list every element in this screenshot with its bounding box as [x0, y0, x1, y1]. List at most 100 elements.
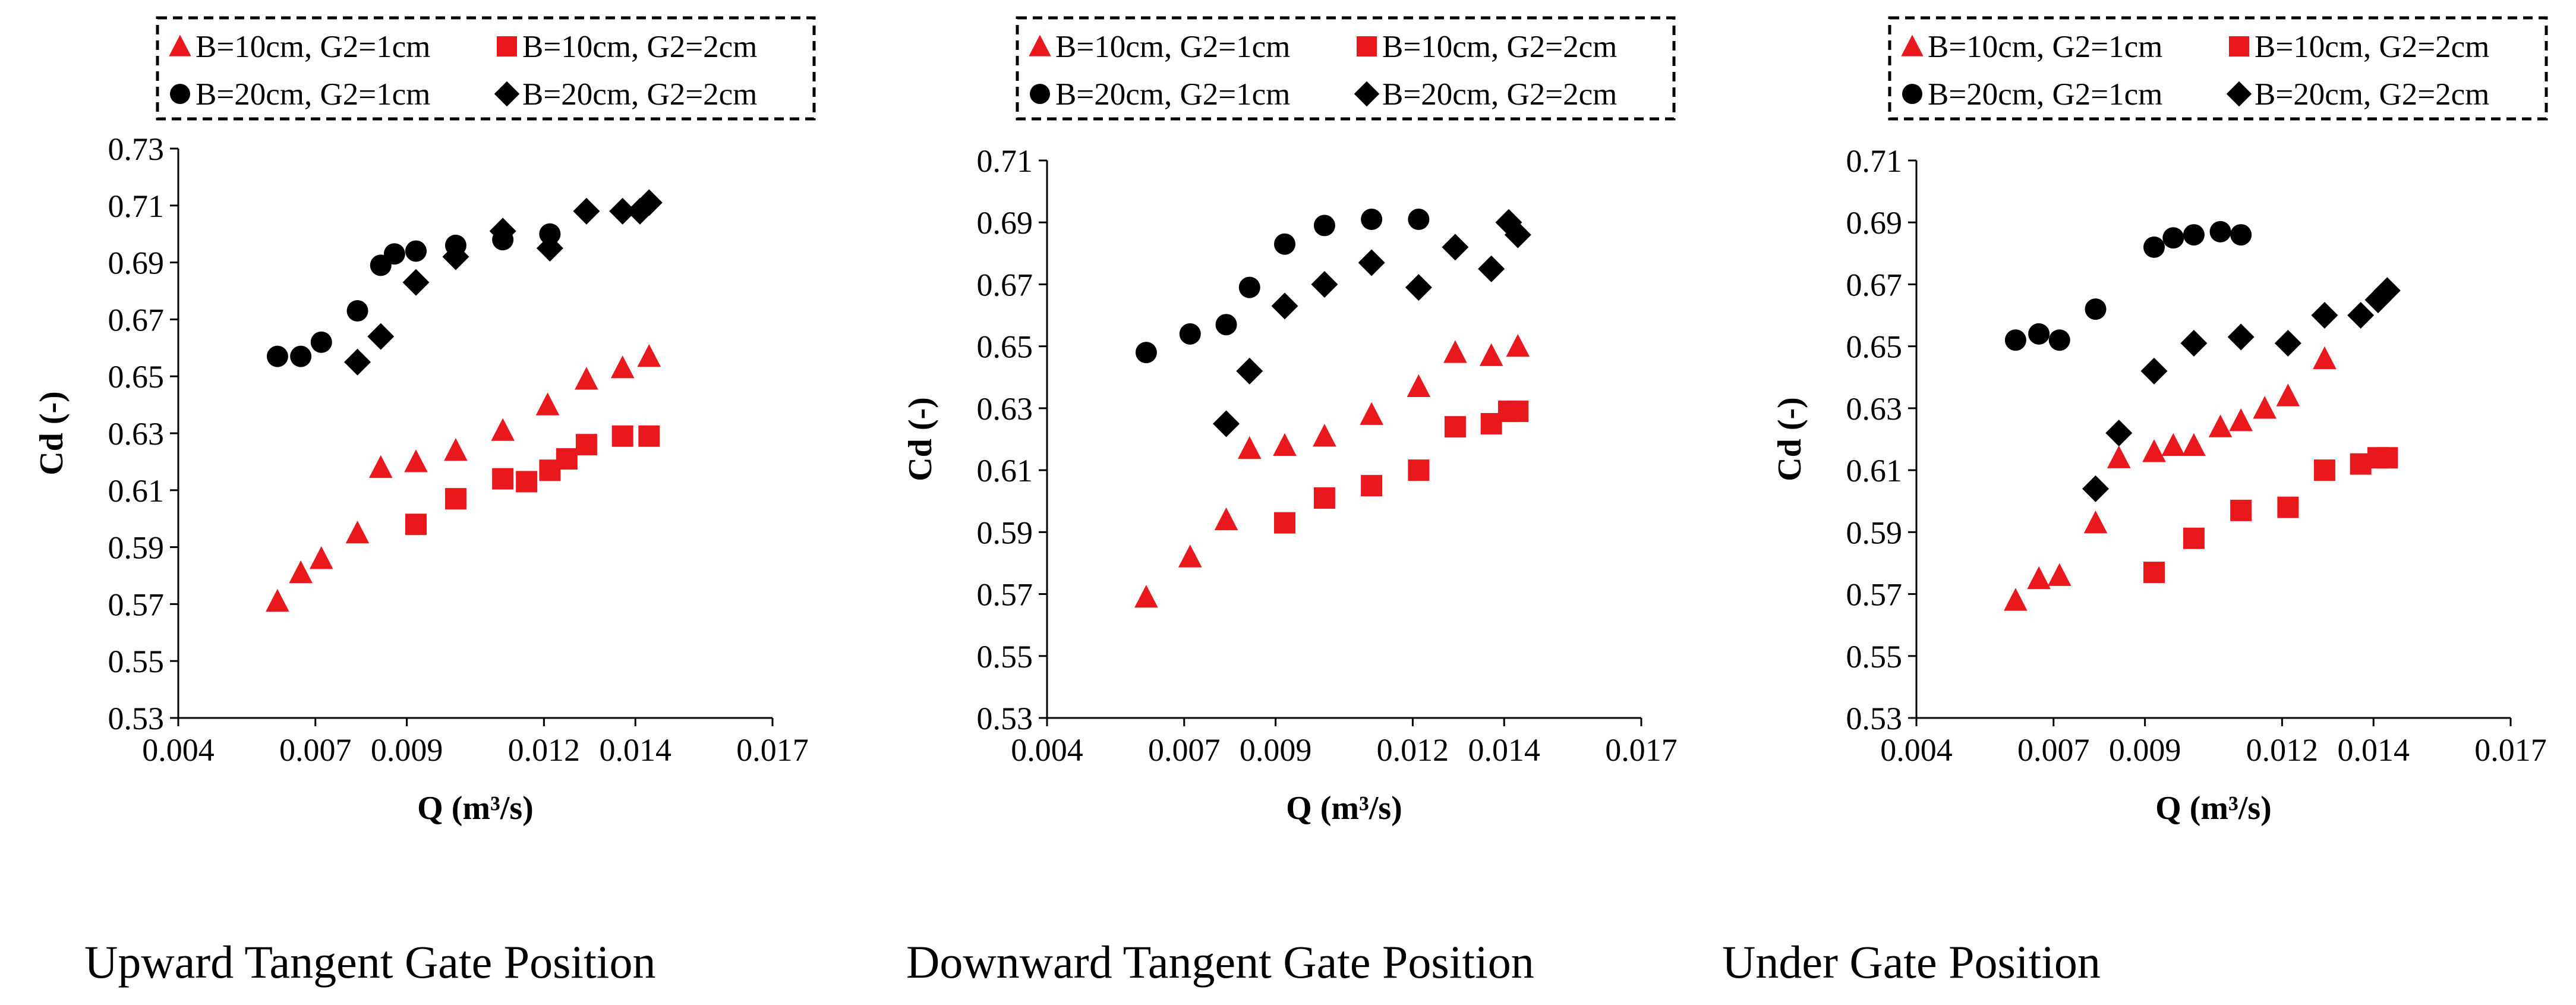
- data-point: [405, 240, 427, 262]
- data-point: [536, 235, 563, 262]
- y-tick-label: 0.57: [1846, 577, 1903, 613]
- data-point: [2107, 445, 2131, 468]
- data-point: [2048, 329, 2070, 351]
- y-tick-label: 0.69: [108, 245, 165, 281]
- series-b-10cm-g2-1cm: [1134, 333, 1530, 608]
- chart-2: B=10cm, G2=1cm B=10cm, G2=2cm B=20cm, G2=1…: [902, 16, 1678, 988]
- series-b-20cm-g2-1cm: [2004, 220, 2252, 351]
- data-point: [2143, 562, 2165, 584]
- data-point: [444, 488, 466, 510]
- data-point: [2208, 414, 2233, 437]
- y-tick-label: 0.59: [108, 530, 165, 566]
- legend-marker-b-20cm-g2-1cm: [170, 84, 190, 104]
- data-point: [1361, 209, 1383, 231]
- y-tick-label: 0.57: [977, 577, 1033, 613]
- y-tick-label: 0.67: [977, 267, 1033, 303]
- data-point: [611, 425, 633, 447]
- legend-label-b-10cm-g2-1cm: B=10cm, G2=1cm: [196, 30, 430, 64]
- data-point: [1443, 340, 1467, 363]
- x-tick-label: 0.014: [1468, 732, 1540, 768]
- data-point: [404, 449, 428, 472]
- legend-label-b-20cm-g2-2cm: B=20cm, G2=2cm: [2255, 77, 2489, 112]
- data-point: [2276, 383, 2300, 407]
- data-point: [2311, 302, 2338, 329]
- data-point: [2313, 346, 2337, 370]
- data-point: [2376, 447, 2398, 469]
- data-point: [2347, 302, 2375, 329]
- legend-marker-b-10cm-g2-2cm: [1357, 36, 1377, 56]
- legend-marker-b-20cm-g2-2cm: [1354, 81, 1380, 107]
- data-point: [442, 243, 469, 270]
- y-axis-title: Cd (-): [902, 397, 939, 481]
- legend-label-b-20cm-g2-1cm: B=20cm, G2=1cm: [1055, 77, 1290, 112]
- x-tick-label: 0.017: [736, 732, 809, 768]
- series-b-20cm-g2-2cm: [1213, 209, 1531, 437]
- x-tick-label: 0.012: [1377, 732, 1449, 768]
- legend-marker-b-10cm-g2-1cm: [1901, 34, 1924, 56]
- data-point: [535, 392, 560, 415]
- legend-label-b-20cm-g2-2cm: B=20cm, G2=2cm: [522, 77, 757, 112]
- data-point: [516, 471, 538, 493]
- y-tick-label: 0.55: [108, 644, 165, 679]
- series-b-10cm-g2-1cm: [2004, 346, 2337, 611]
- data-point: [1213, 410, 1240, 437]
- data-point: [290, 345, 312, 367]
- legend-marker-b-10cm-g2-2cm: [497, 36, 517, 56]
- y-tick-label: 0.57: [108, 587, 165, 622]
- data-point: [2313, 459, 2335, 481]
- data-point: [1179, 323, 1201, 345]
- data-point: [2143, 236, 2165, 258]
- y-tick-label: 0.71: [977, 143, 1033, 179]
- data-point: [2183, 527, 2205, 549]
- x-tick-label: 0.014: [599, 732, 671, 768]
- x-tick-label: 0.007: [279, 732, 352, 768]
- data-point: [309, 546, 333, 569]
- x-tick-label: 0.007: [1148, 732, 1221, 768]
- data-point: [1311, 270, 1338, 298]
- data-point: [1408, 459, 1430, 481]
- data-point: [2027, 566, 2051, 590]
- data-point: [1215, 314, 1237, 336]
- data-point: [444, 438, 468, 461]
- legend-marker-b-20cm-g2-2cm: [2226, 81, 2252, 107]
- data-point: [266, 345, 288, 367]
- data-point: [2105, 420, 2133, 447]
- x-tick-label: 0.017: [2474, 732, 2547, 768]
- data-point: [610, 355, 635, 379]
- y-tick-label: 0.69: [977, 205, 1033, 241]
- data-point: [2229, 408, 2253, 431]
- data-point: [344, 348, 371, 376]
- y-tick-label: 0.61: [108, 473, 165, 509]
- y-axis-title: Cd (-): [1771, 397, 1808, 481]
- chart-caption: Upward Tangent Gate Position: [84, 936, 655, 988]
- series-b-20cm-g2-1cm: [1135, 209, 1430, 364]
- data-point: [2028, 323, 2050, 345]
- chart-caption: Downward Tangent Gate Position: [906, 936, 1534, 988]
- data-point: [635, 189, 663, 216]
- y-tick-label: 0.73: [108, 131, 165, 167]
- data-point: [1479, 343, 1503, 366]
- x-tick-label: 0.009: [371, 732, 443, 768]
- data-point: [638, 425, 660, 447]
- y-tick-label: 0.71: [108, 188, 165, 224]
- data-point: [2230, 499, 2252, 521]
- data-point: [492, 468, 514, 490]
- data-point: [1478, 255, 1505, 282]
- data-point: [2277, 496, 2299, 518]
- data-point: [539, 223, 561, 245]
- data-point: [1313, 215, 1335, 237]
- legend-marker-b-10cm-g2-2cm: [2229, 36, 2249, 56]
- data-point: [367, 323, 395, 350]
- series-b-10cm-g2-1cm: [266, 344, 661, 612]
- chart-caption: Under Gate Position: [1722, 936, 2101, 988]
- x-tick-label: 0.009: [2109, 732, 2181, 768]
- data-point: [2082, 475, 2110, 502]
- legend-box: [1888, 16, 2548, 121]
- data-point: [1405, 274, 1432, 301]
- x-axis-title: Q (m³/s): [417, 790, 534, 827]
- data-point: [346, 300, 368, 322]
- data-point: [1444, 416, 1466, 438]
- data-point: [1134, 585, 1158, 608]
- data-point: [1313, 487, 1335, 509]
- data-point: [2140, 357, 2168, 385]
